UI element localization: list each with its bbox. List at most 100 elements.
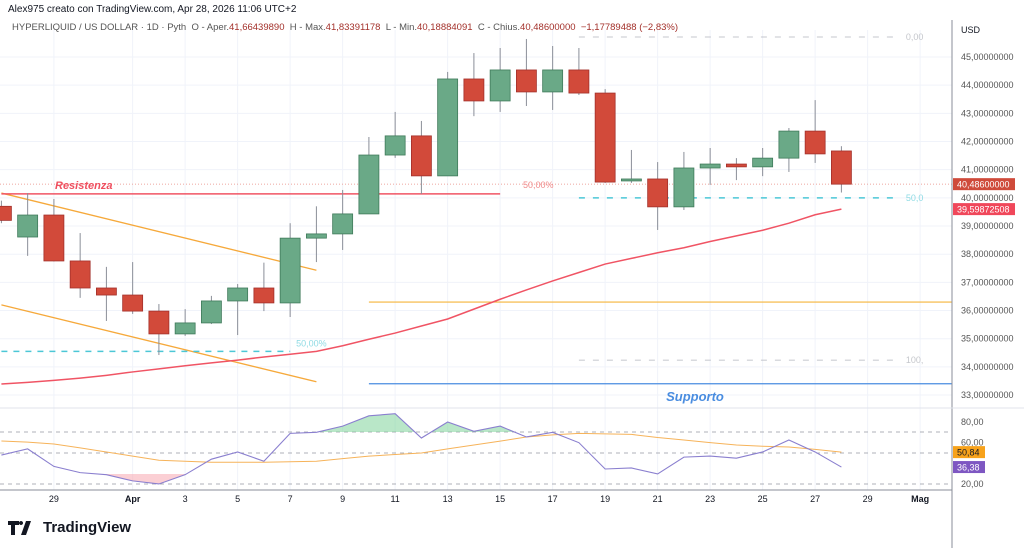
time-tick-label: 19 <box>600 494 610 504</box>
tradingview-logo[interactable]: TradingView <box>8 519 131 536</box>
candle <box>463 53 485 117</box>
time-tick-label: 29 <box>49 494 59 504</box>
candle-body <box>463 78 485 102</box>
rsi-tick-label: 60,00 <box>961 438 984 448</box>
support-label: Supporto <box>666 389 724 404</box>
rsi-line <box>1 413 842 485</box>
candle <box>542 46 564 110</box>
candle-body <box>148 310 170 335</box>
time-tick-label: 5 <box>235 494 240 504</box>
candle <box>489 47 511 112</box>
last-price-badge <box>953 178 1015 191</box>
candle <box>174 309 196 336</box>
high-label: H - Max. <box>289 22 326 33</box>
candle <box>621 149 642 183</box>
price-tick-label: 40,00000000 <box>961 193 1014 203</box>
candle-body <box>96 287 117 296</box>
candle-body <box>410 135 432 177</box>
rsi-ma-line <box>1 432 842 463</box>
candle <box>726 158 747 181</box>
candle-body <box>752 157 774 168</box>
resistance-label: Resistenza <box>55 180 112 192</box>
candle <box>568 47 590 96</box>
candle <box>332 189 354 250</box>
candle <box>43 198 65 262</box>
candle <box>17 193 39 256</box>
candle-body <box>594 92 616 183</box>
candle-body <box>305 233 327 239</box>
moving-average-line <box>1 208 842 385</box>
low-value: 40,18884091 <box>417 22 473 33</box>
close-value: 40,48600000 <box>520 22 576 33</box>
price-tick-label: 35,00000000 <box>961 334 1014 344</box>
candle-body <box>253 287 275 304</box>
fib-right-level-label: 100, <box>906 355 924 365</box>
candle-body <box>122 294 144 312</box>
price-tick-label: 36,00000000 <box>961 306 1014 316</box>
fib-left-50-label: 50,00% <box>296 338 327 348</box>
candle-body <box>726 163 747 168</box>
price-tick-label: 33,00000000 <box>961 390 1014 400</box>
rsi-badge-label: 36,38 <box>957 463 980 473</box>
time-tick-label: 17 <box>548 494 558 504</box>
candle-body <box>699 163 721 169</box>
candle <box>778 127 800 172</box>
price-tick-label: 37,00000000 <box>961 277 1014 287</box>
currency-label: USD <box>961 25 981 35</box>
time-tick-label: 13 <box>443 494 453 504</box>
candle-body <box>621 178 642 182</box>
candle <box>253 262 275 312</box>
candle-body <box>43 214 65 262</box>
candle <box>516 38 537 107</box>
candle-body <box>673 167 695 208</box>
fib-right-level-label: 0,00 <box>906 32 924 42</box>
candle <box>673 151 695 210</box>
candle <box>699 147 721 185</box>
candle-body <box>69 260 91 289</box>
open-value: 41,66439890 <box>229 22 285 33</box>
low-label: L - Min. <box>385 22 418 33</box>
candle-body <box>17 214 39 238</box>
rsi-tick-label: 20,00 <box>961 479 984 489</box>
price-tick-label: 45,00000000 <box>961 52 1014 62</box>
candle <box>804 100 826 163</box>
price-tick-label: 43,00000000 <box>961 108 1014 118</box>
last-price-badge-label: 40,48600000 <box>957 180 1010 190</box>
candle <box>384 111 406 158</box>
symbol-title[interactable]: HYPERLIQUID / US DOLLAR · 1D · Pyth <box>12 22 187 33</box>
ohlc-legend: HYPERLIQUID / US DOLLAR · 1D · Pyth O - … <box>12 22 678 33</box>
time-tick-label: 11 <box>390 494 399 504</box>
change-value: −1,17789488 (−2,83%) <box>580 22 679 33</box>
candle-body <box>332 213 354 235</box>
candle-body <box>200 300 222 324</box>
candle-body <box>568 69 590 94</box>
rsi-oversold-fill <box>1 474 842 484</box>
rsi-badge <box>953 461 985 474</box>
open-label: O - Aper. <box>191 22 230 33</box>
candle <box>200 295 222 325</box>
candle-body <box>279 237 301 304</box>
candle-body <box>542 69 564 93</box>
candle <box>831 146 852 193</box>
tradingview-logo-icon <box>8 520 31 535</box>
rsi-overbought-fill <box>1 413 842 432</box>
time-tick-label: 15 <box>495 494 505 504</box>
fib-right-level-label: 50,0 <box>906 193 924 203</box>
close-label: C - Chius. <box>477 22 521 33</box>
candle-body <box>778 130 800 159</box>
candle <box>305 206 327 263</box>
rsi-tick-label: 80,00 <box>961 417 984 427</box>
candle-body <box>831 150 852 185</box>
price-tick-label: 39,00000000 <box>961 221 1014 231</box>
rsi-ma-badge <box>953 446 985 459</box>
time-tick-label: 9 <box>340 494 345 504</box>
time-tick-label: 3 <box>183 494 188 504</box>
candle-body <box>647 178 669 208</box>
candle-body <box>516 69 537 93</box>
time-tick-label: 27 <box>810 494 820 504</box>
candle <box>279 223 301 318</box>
time-tick-label: 7 <box>288 494 293 504</box>
time-tick-label: 21 <box>653 494 663 504</box>
tradingview-logo-text: TradingView <box>43 519 132 536</box>
